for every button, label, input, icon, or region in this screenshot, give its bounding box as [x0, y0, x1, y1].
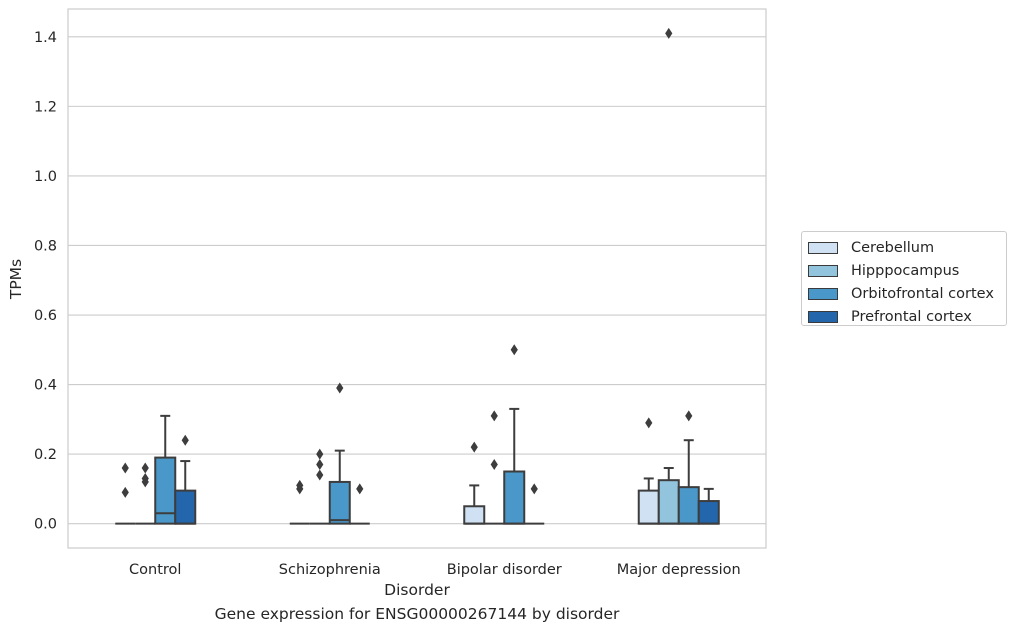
outlier-point	[510, 344, 518, 356]
box	[484, 410, 505, 525]
outlier-point	[530, 483, 538, 495]
outlier-point	[141, 462, 149, 474]
box-series	[115, 27, 720, 525]
x-tick-label: Bipolar disorder	[447, 562, 562, 578]
box	[503, 344, 526, 525]
legend: Cerebellum Hipppocampus Orbitofrontal co…	[801, 231, 1007, 326]
box	[115, 462, 136, 525]
plot-area-frame	[67, 8, 767, 549]
legend-swatch	[808, 310, 838, 323]
x-tick-label: Schizophrenia	[279, 562, 381, 578]
box-body	[677, 486, 700, 525]
x-tick-label: Control	[129, 562, 181, 578]
box	[289, 479, 310, 525]
legend-label: Prefrontal cortex	[851, 308, 972, 325]
outlier-point	[296, 483, 304, 495]
box	[328, 382, 351, 525]
box-body	[328, 480, 351, 525]
legend-swatch	[808, 264, 838, 277]
outlier-point	[490, 459, 498, 471]
box	[524, 483, 545, 525]
legend-swatch	[808, 287, 838, 300]
outlier-point	[356, 483, 364, 495]
box	[349, 483, 370, 525]
box	[697, 487, 720, 525]
y-tick-label: 0.6	[34, 308, 57, 324]
y-tick-label: 1.4	[34, 30, 57, 46]
outlier-point	[181, 434, 189, 446]
x-axis-label: Disorder	[384, 581, 450, 599]
box-body	[174, 489, 197, 525]
y-tick-label: 1.0	[34, 169, 57, 185]
y-tick-label: 1.2	[34, 99, 57, 115]
legend-item-orbitofrontal-cortex: Orbitofrontal cortex	[808, 282, 1006, 305]
y-tick-label: 0.2	[34, 447, 57, 463]
x-tick-label: Major depression	[617, 562, 741, 578]
legend-item-prefrontal-cortex: Prefrontal cortex	[808, 305, 1006, 328]
legend-label: Hipppocampus	[851, 262, 960, 279]
outlier-point	[316, 448, 324, 460]
box	[637, 417, 660, 525]
box	[677, 410, 700, 525]
outlier-point	[121, 486, 129, 498]
x-axis-ticks: Control Schizophrenia Bipolar disorder Majo…	[129, 562, 741, 578]
outlier-point	[490, 410, 498, 422]
box-body	[697, 500, 720, 525]
legend-item-cerebellum: Cerebellum	[808, 236, 1006, 259]
box-body	[503, 470, 526, 525]
box-body	[637, 489, 660, 525]
y-tick-label: 0.8	[34, 238, 57, 254]
legend-label: Orbitofrontal cortex	[851, 285, 994, 302]
outlier-point	[665, 27, 673, 39]
box	[657, 27, 680, 525]
box	[463, 441, 486, 525]
outlier-point	[470, 441, 478, 453]
y-axis-ticks: 0.0 0.2 0.4 0.6 0.8 1.0 1.2 1.4	[34, 30, 57, 533]
outlier-point	[141, 476, 149, 488]
legend-label: Cerebellum	[851, 239, 935, 256]
outlier-point	[316, 459, 324, 471]
legend-item-hippocampus: Hipppocampus	[808, 259, 1006, 282]
outlier-point	[121, 462, 129, 474]
y-tick-label: 0.0	[34, 517, 57, 533]
box	[309, 448, 330, 525]
outlier-point	[685, 410, 693, 422]
box-body	[463, 505, 486, 525]
outlier-point	[316, 469, 324, 481]
box	[154, 414, 177, 525]
y-tick-label: 0.4	[34, 378, 57, 394]
legend-swatch	[808, 241, 838, 254]
box-body	[657, 479, 680, 525]
chart-caption: Gene expression for ENSG00000267144 by d…	[214, 605, 620, 623]
y-axis-label: TPMs	[7, 259, 25, 300]
box	[174, 434, 197, 525]
outlier-point	[645, 417, 653, 429]
outlier-point	[336, 382, 344, 394]
box	[135, 462, 156, 525]
grid-lines	[68, 36, 766, 525]
